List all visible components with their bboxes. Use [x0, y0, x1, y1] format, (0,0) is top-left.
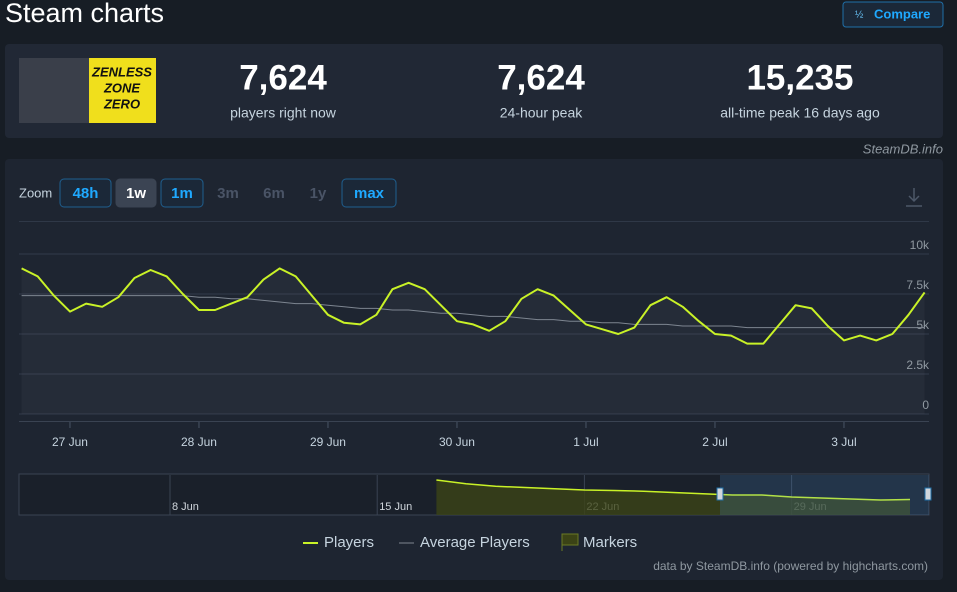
y-tick-label: 7.5k [906, 278, 930, 292]
y-tick-label: 5k [916, 318, 930, 332]
stat-value: 7,624 [497, 58, 585, 97]
zoom-option[interactable]: 1m [171, 185, 193, 202]
y-tick-label: 0 [922, 398, 929, 412]
logo-text: ZENLESS [91, 64, 152, 79]
x-tick-label: 2 Jul [702, 435, 727, 449]
credit: data by SteamDB.info (powered by highcha… [653, 559, 928, 573]
stat-value: 7,624 [239, 58, 327, 97]
compare-label[interactable]: Compare [874, 6, 930, 21]
page-title: Steam charts [5, 0, 164, 28]
compare-icon: ½ [855, 10, 864, 21]
zoom-option[interactable]: max [354, 185, 385, 202]
zoom-option: 1y [310, 185, 327, 202]
series-line [21, 295, 925, 329]
x-tick-label: 28 Jun [181, 435, 217, 449]
stat-label: 24-hour peak [500, 105, 584, 121]
zoom-label: Zoom [19, 185, 52, 200]
download-arrow-head [908, 195, 920, 203]
navigator-label: 8 Jun [172, 501, 199, 513]
zoom-option: 6m [263, 185, 285, 202]
zoom-option: 3m [217, 185, 239, 202]
series-line [21, 267, 926, 345]
zoom-button[interactable] [115, 178, 157, 208]
legend-label[interactable]: Markers [583, 534, 637, 551]
x-tick-label: 27 Jun [52, 435, 88, 449]
zoom-button[interactable] [160, 178, 204, 208]
x-tick-label: 30 Jun [439, 435, 475, 449]
game-logo-art [19, 58, 89, 123]
zoom-button[interactable] [341, 178, 397, 208]
x-tick-label: 1 Jul [573, 435, 598, 449]
logo-text: ZONE [103, 80, 140, 95]
zoom-option[interactable]: 1w [126, 185, 146, 202]
y-tick-label: 10k [910, 238, 930, 252]
navigator-label: 15 Jun [379, 501, 412, 513]
legend-marker-flag [561, 533, 579, 551]
source-link[interactable]: SteamDB.info [863, 141, 943, 156]
y-tick-label: 2.5k [906, 358, 930, 372]
compare-button[interactable] [842, 1, 944, 28]
navigator-handle[interactable] [924, 487, 932, 501]
zoom-button[interactable] [59, 178, 112, 208]
download-icon[interactable] [906, 188, 922, 207]
x-tick-label: 3 Jul [831, 435, 856, 449]
stat-value: 15,235 [746, 58, 853, 97]
navigator-selection[interactable] [720, 475, 929, 515]
navigator-handle[interactable] [716, 487, 724, 501]
legend-label[interactable]: Average Players [420, 534, 530, 551]
zoom-option[interactable]: 48h [73, 185, 99, 202]
x-tick-label: 29 Jun [310, 435, 346, 449]
legend-label[interactable]: Players [324, 534, 374, 551]
stats-panel [5, 44, 943, 138]
navigator-line [436, 479, 911, 501]
stat-label: all-time peak 16 days ago [720, 105, 880, 121]
stat-label: players right now [230, 105, 337, 121]
logo-text: ZERO [103, 96, 140, 111]
